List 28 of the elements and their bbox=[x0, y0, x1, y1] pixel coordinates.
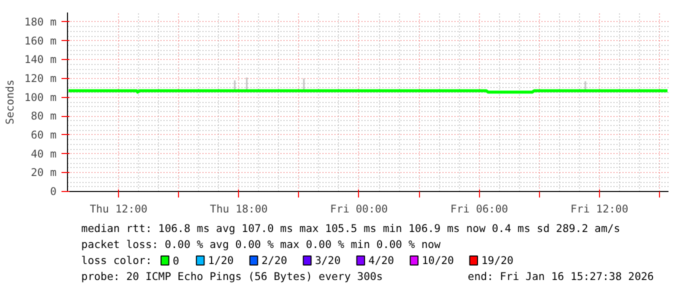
y-tick-label: 160 m bbox=[24, 34, 56, 48]
legend-label: 10/20 bbox=[422, 254, 454, 267]
x-tick-label: Fri 12:00 bbox=[570, 202, 628, 216]
y-tick-label: 80 m bbox=[30, 110, 57, 123]
text: probe: 20 ICMP Echo Pings (56 Bytes) every 300s bbox=[81, 270, 383, 283]
y-tick-label: 140 m bbox=[24, 53, 56, 66]
legend-label: 1/20 bbox=[208, 254, 234, 267]
y-tick-label: 60 m bbox=[30, 128, 57, 142]
legend-label: 3/20 bbox=[314, 254, 341, 267]
legend-label: 19/20 bbox=[481, 254, 514, 267]
y-tick-label: 0 bbox=[50, 185, 57, 198]
x-tick-label: Thu 12:00 bbox=[90, 202, 148, 216]
y-tick-label: 180 m bbox=[24, 15, 56, 28]
text: median rtt: 106.8 ms avg 107.0 ms max 105.5 ms min 106.9 ms now 0.4 ms sd 289.2 am/s bbox=[81, 222, 620, 235]
legend-label: 2/20 bbox=[262, 254, 288, 267]
legend-label: 4/20 bbox=[368, 254, 394, 267]
text: packet loss: 0.00 % avg 0.00 % max 0.00 % min 0.00 % now bbox=[81, 238, 442, 251]
text: end: Fri Jan 16 15:27:38 2026 bbox=[468, 270, 654, 283]
y-tick-label: 20 m bbox=[30, 166, 57, 180]
y-tick-label: 120 m bbox=[24, 72, 56, 85]
y-tick-label: 100 m bbox=[24, 90, 56, 104]
x-tick-label: Fri 06:00 bbox=[450, 202, 508, 216]
y-tick-label: 40 m bbox=[30, 147, 57, 160]
y-axis-title: Seconds bbox=[3, 80, 16, 124]
x-tick-label: Fri 00:00 bbox=[330, 202, 388, 216]
legend-title: loss color: bbox=[81, 254, 152, 267]
x-tick-label: Thu 18:00 bbox=[210, 202, 268, 216]
legend-label: 0 bbox=[172, 254, 180, 268]
